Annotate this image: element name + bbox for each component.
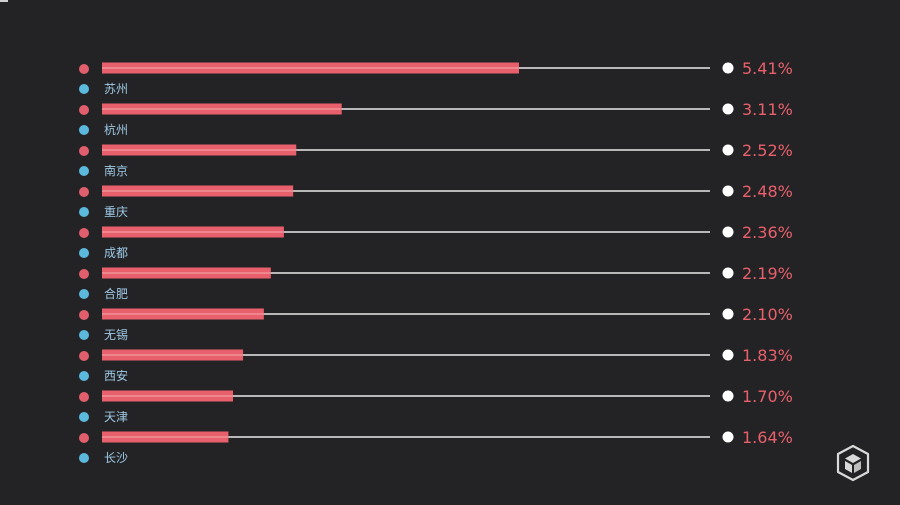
bar-highlight [102, 354, 244, 356]
category-label: 重庆 [104, 205, 128, 219]
category-label: 长沙 [104, 451, 128, 465]
legend-dot-city [79, 412, 89, 422]
value-label: 1.64% [742, 428, 793, 447]
category-label: 天津 [104, 410, 128, 424]
category-label: 无锡 [104, 327, 128, 342]
legend-dot-value [79, 433, 89, 443]
legend-dot-value [79, 392, 89, 402]
end-dot [722, 185, 734, 197]
bar-highlight [102, 67, 519, 69]
bar-highlight [102, 149, 297, 151]
category-label: 南京 [104, 163, 128, 178]
category-label: 杭州 [104, 122, 128, 137]
category-label: 成都 [104, 246, 128, 260]
legend-dot-city [79, 166, 89, 176]
end-dot [722, 431, 734, 443]
category-label: 西安 [104, 368, 128, 383]
category-label: 苏州 [104, 82, 128, 96]
bar-highlight [102, 231, 284, 233]
value-label: 2.10% [742, 305, 793, 324]
legend-dot-value [79, 351, 89, 361]
value-label: 2.19% [742, 264, 793, 283]
end-dot [722, 267, 734, 279]
bar-highlight [102, 395, 234, 397]
end-dot [722, 349, 734, 361]
category-label: 合肥 [104, 286, 128, 301]
bar-highlight [102, 436, 229, 438]
legend-dot-value [79, 105, 89, 115]
legend-dot-value [79, 228, 89, 238]
legend-dot-city [79, 289, 89, 299]
legend-dot-city [79, 207, 89, 217]
legend-dot-city [79, 330, 89, 340]
end-dot [722, 144, 734, 156]
bar-highlight [102, 190, 294, 192]
value-label: 1.83% [742, 346, 793, 365]
value-label: 1.70% [742, 387, 793, 406]
legend-dot-value [79, 146, 89, 156]
legend-dot-value [79, 310, 89, 320]
legend-dot-city [79, 371, 89, 381]
bar-highlight [102, 108, 342, 110]
legend-dot-city [79, 248, 89, 258]
value-label: 5.41% [742, 59, 793, 78]
bar-highlight [102, 313, 264, 315]
end-dot [722, 62, 734, 74]
end-dot [722, 390, 734, 402]
value-label: 2.52% [742, 141, 793, 160]
end-dot [722, 103, 734, 115]
corner-mark [0, 0, 8, 2]
bar-highlight [102, 272, 271, 274]
value-label: 2.36% [742, 223, 793, 242]
value-label: 2.48% [742, 182, 793, 201]
legend-dot-city [79, 453, 89, 463]
legend-dot-value [79, 187, 89, 197]
cube-logo-icon [836, 444, 870, 482]
end-dot [722, 308, 734, 320]
legend-dot-value [79, 64, 89, 74]
legend-dot-city [79, 84, 89, 94]
value-label: 3.11% [742, 100, 793, 119]
end-dot [722, 226, 734, 238]
legend-dot-city [79, 125, 89, 135]
legend-dot-value [79, 269, 89, 279]
